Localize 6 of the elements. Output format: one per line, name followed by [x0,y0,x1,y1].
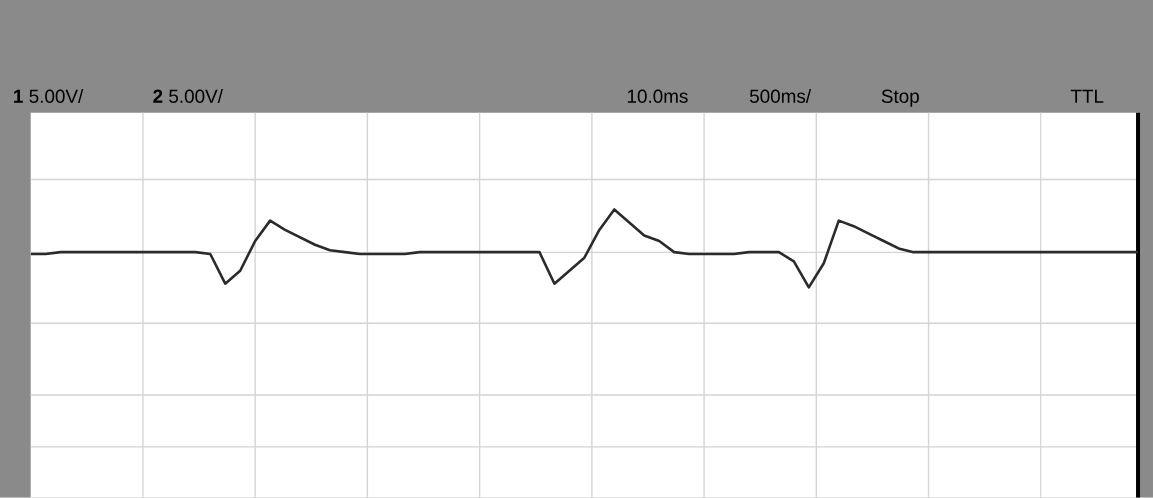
text: 10.0ms [627,89,688,104]
text: Stop [881,89,919,107]
text: 500ms/ [749,89,812,104]
text: 1 5.00V/ [14,89,84,104]
text: TTL [1070,89,1104,103]
text: 2 5.00V/ [153,89,223,104]
